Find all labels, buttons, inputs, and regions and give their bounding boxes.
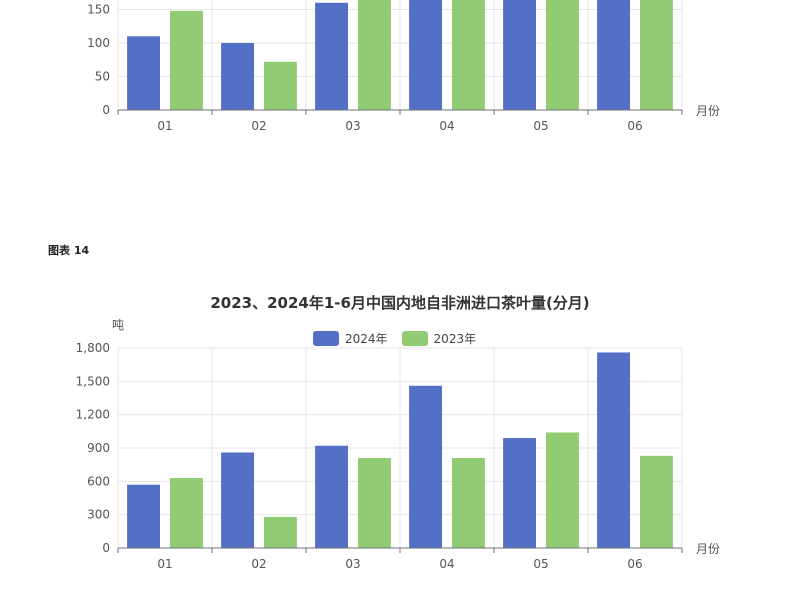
figure-label: 图表 14 (48, 244, 90, 257)
top-bar-chart: 0 50 100 150 01 02 03 04 05 06 月份 (87, 0, 720, 133)
bar-01-series-1 (170, 10, 203, 111)
x-tick-label: 01 (157, 557, 172, 571)
y-tick-label: 100 (87, 36, 110, 50)
legend-swatch-2024 (313, 331, 339, 346)
bar-06-series-1 (640, 0, 673, 111)
y-tick-label: 900 (87, 441, 110, 455)
x-tick-label: 05 (533, 119, 548, 133)
x-tick-label: 04 (439, 119, 454, 133)
bottom-bar-chart: 0 300 600 900 1,200 1,500 1,800 01 02 03 04 05 06 月份 (76, 341, 720, 571)
y-tick-label: 0 (102, 103, 110, 117)
bar-04-series-1 (452, 458, 485, 548)
legend-swatch-2023 (401, 331, 428, 346)
bar-02-series-1 (264, 61, 297, 110)
bar-01-series-1 (170, 478, 203, 548)
x-axis-title: 月份 (696, 104, 720, 118)
x-axis-title: 月份 (696, 542, 720, 556)
bar-06-series-0 (597, 0, 630, 110)
bar-06-series-0 (597, 352, 630, 548)
chart-title: 2023、2024年1-6月中国内地自非洲进口茶叶量(分月) (210, 294, 590, 312)
bar-04-series-0 (409, 0, 442, 110)
y-tick-label: 300 (87, 508, 110, 522)
bar-02-series-0 (221, 452, 254, 548)
bar-01-series-0 (127, 36, 160, 110)
legend-item-2024[interactable]: 2024年 (313, 330, 388, 347)
y-unit-label: 吨 (112, 318, 125, 332)
bar-03-series-1 (358, 458, 391, 548)
y-tick-label: 0 (102, 541, 110, 555)
legend-label-2023: 2023年 (433, 332, 477, 346)
bar-04-series-1 (452, 0, 485, 110)
bar-05-series-1 (546, 0, 579, 110)
bar-03-series-0 (315, 445, 348, 548)
x-tick-label: 02 (251, 557, 266, 571)
y-tick-label: 600 (87, 474, 110, 488)
bar-05-series-1 (546, 432, 579, 548)
bar-02-series-0 (221, 43, 254, 110)
bar-04-series-0 (409, 385, 442, 548)
x-tick-label: 05 (533, 557, 548, 571)
bar-03-series-1 (358, 0, 391, 110)
x-tick-label: 06 (627, 557, 642, 571)
bar-05-series-0 (503, 438, 536, 548)
bar-05-series-0 (503, 0, 536, 110)
bar-06-series-1 (640, 455, 673, 548)
x-tick-label: 06 (627, 119, 642, 133)
y-tick-label: 50 (95, 70, 110, 84)
x-tick-label: 04 (439, 557, 454, 571)
chart-legend[interactable]: 2024年 2023年 (313, 330, 490, 347)
y-tick-label: 150 (87, 3, 110, 17)
y-tick-label: 1,500 (76, 374, 110, 388)
y-tick-label: 1,200 (76, 408, 110, 422)
bar-01-series-0 (127, 484, 160, 548)
legend-item-2023[interactable]: 2023年 (401, 330, 477, 347)
legend-label-2024: 2024年 (345, 332, 388, 346)
bar-02-series-1 (264, 516, 297, 548)
y-tick-label: 1,800 (76, 341, 110, 355)
x-tick-label: 02 (251, 119, 266, 133)
x-tick-label: 01 (157, 119, 172, 133)
x-tick-label: 03 (345, 557, 360, 571)
bar-03-series-0 (315, 2, 348, 110)
x-tick-label: 03 (345, 119, 360, 133)
